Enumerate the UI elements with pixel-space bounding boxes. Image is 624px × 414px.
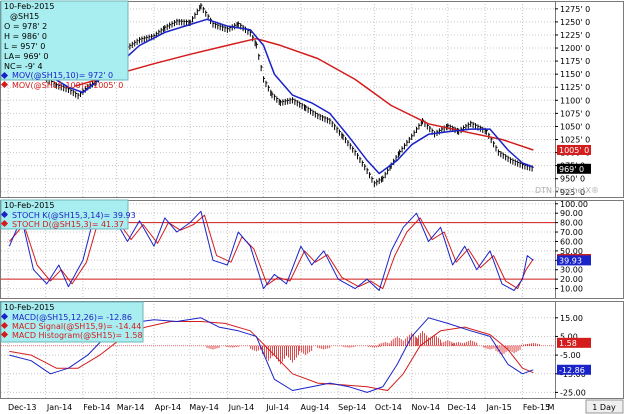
- price-y-tick-label: 1100' 0: [560, 96, 590, 105]
- stoch-d-legend-icon: [0, 219, 9, 228]
- stochastic-y-tick-label: 70.00: [560, 228, 583, 237]
- price-last-value-marker: [557, 163, 591, 174]
- macd-info-date: 10-Feb-2015: [4, 303, 54, 312]
- macd-line[interactable]: [9, 317, 534, 393]
- stoch-info-k: STOCH K(@SH15,3,14)= 39.93: [12, 211, 136, 220]
- macd-y-tick-label: -5.00: [560, 351, 581, 360]
- stochastic-y-tick-label: 20.00: [560, 275, 583, 284]
- price-y-tick-label: 1175' 0: [560, 57, 590, 66]
- macd-last-value-label: 1.58: [559, 339, 577, 348]
- stoch-info-box: 10-Feb-2015 STOCH K(@SH15,3,14)= 39.93 S…: [0, 199, 136, 230]
- price-y-tick-label: 1225' 0: [560, 31, 590, 40]
- stochastic-y-tick-label: 60.00: [560, 237, 583, 246]
- price-info-symbol: @SH15: [10, 12, 39, 21]
- interval-button-background[interactable]: [585, 399, 624, 414]
- price-info-date: 10-Feb-2015: [4, 2, 54, 11]
- price-y-tick-label: 925' 0: [560, 188, 585, 197]
- time-axis-label: Feb-14: [83, 403, 110, 412]
- price-info-last: LA= 969' 0: [4, 52, 48, 61]
- time-axis-label: Apr-14: [155, 403, 181, 412]
- stochastic-y-tick-label: 10.00: [560, 285, 583, 294]
- price-info-high: H = 986' 0: [4, 32, 47, 41]
- time-axis-label: Feb-15: [523, 403, 550, 412]
- time-axis-label: Jun-14: [228, 403, 255, 412]
- price-y-tick-label: 1025' 0: [560, 136, 590, 145]
- stochastic-y-tick-label: 30.00: [560, 266, 583, 275]
- macd-last-value-marker: [557, 364, 591, 375]
- price-y-tick-label: 1150' 0: [560, 70, 590, 79]
- time-axis-label: M: [548, 403, 555, 412]
- price-y-tick-label: 1125' 0: [560, 83, 590, 92]
- stochastic-last-value-marker: [557, 255, 591, 266]
- macd-info-signal: MACD Signal(@SH15,9)= -14.44: [12, 322, 141, 331]
- time-axis-label: Mar-14: [117, 403, 145, 412]
- macd-info-background: [0, 301, 144, 343]
- stochastic-y-tick-label: 90.00: [560, 209, 583, 218]
- price-info-ma-short: MOV(@SH15,10)= 972' 0: [12, 71, 113, 80]
- macd-histogram-legend-icon: [0, 330, 9, 339]
- time-axis-label: Sep-14: [338, 403, 366, 412]
- time-axis-label: Dec-14: [448, 403, 477, 412]
- macd-y-tick-label: -25.00: [560, 388, 586, 397]
- watermark: DTN ProphetX®: [535, 186, 599, 195]
- price-y-tick-label: 1075' 0: [560, 109, 590, 118]
- price-y-tick-label: 1275' 0: [560, 5, 590, 14]
- macd-last-value-marker: [557, 337, 591, 348]
- stoch-k-legend-icon: [0, 210, 9, 219]
- price-info-ma-long-label: MOV(@SH15,100)= 1005' 0: [12, 81, 123, 90]
- macd-y-tick-label: 5.00: [560, 332, 578, 341]
- grid-lines: [1, 1, 555, 398]
- price-y-tick-label: 950' 0: [560, 175, 585, 184]
- macd-line-legend-icon: [0, 312, 9, 321]
- stoch-info-date: 10-Feb-2015: [4, 201, 54, 210]
- price-last-value-label: 1005' 0: [559, 146, 589, 155]
- price-info-open: O = 978' 2: [4, 22, 47, 31]
- price-y-tick-label: 1250' 0: [560, 18, 590, 27]
- macd-last-value-label: -12.86: [559, 366, 585, 375]
- macd-signal-legend-icon: [0, 321, 9, 330]
- time-axis-label: Oct-14: [375, 403, 402, 412]
- price-info-net-change: NC= -9' 4: [4, 62, 43, 71]
- price-y-tick-label: 1050' 0: [560, 122, 590, 131]
- time-axis-label: Dec-13: [8, 403, 37, 412]
- macd-signal-line[interactable]: [9, 321, 534, 391]
- price-info-box: 10-Feb-2015 @SH15 O = 978' 2 H = 986' 0 …: [0, 0, 129, 81]
- price-info-background: [0, 0, 129, 81]
- stoch-info-d: STOCH D(@SH15,3)= 41.37: [12, 220, 124, 229]
- time-axis-label: Jan-15: [485, 403, 511, 412]
- macd-info-line: MACD(@SH15,12,26)= -12.86: [12, 313, 132, 322]
- stochastic-y-tick-label: 50.00: [560, 247, 583, 256]
- interval-button[interactable]: 1 Day: [585, 399, 624, 414]
- stochastic-y-tick-label: 100.00: [560, 200, 588, 209]
- stochastic-last-value-label: 39.93: [559, 256, 582, 265]
- time-axis-label: May-14: [189, 403, 218, 412]
- time-axis-label: Nov-14: [411, 403, 439, 412]
- price-info-low: L = 957' 0: [4, 42, 45, 51]
- ma-short-line[interactable]: [8, 18, 534, 175]
- time-axis-label: Aug-14: [301, 403, 330, 412]
- price-info-ma-long: MOV(@SH15,100)= 1005' 0: [0, 80, 123, 90]
- macd-y-tick-label: 15.00: [560, 314, 583, 323]
- macd-panel[interactable]: [1, 317, 555, 393]
- interval-button-label[interactable]: 1 Day: [592, 403, 616, 412]
- time-axis-label: Jul-14: [265, 403, 289, 412]
- axes: Dec-13 Jan-14 Feb-14 Mar-14 Apr-14 May-14 Jun-…: [8, 5, 590, 412]
- macd-info-box: 10-Feb-2015 MACD(@SH15,12,26)= -12.86 MA…: [0, 301, 144, 343]
- price-y-tick-label: 1200' 0: [560, 44, 590, 53]
- price-last-value-marker: [557, 144, 591, 155]
- stochastic-y-tick-label: 80.00: [560, 219, 583, 228]
- time-axis-label: Jan-14: [46, 403, 72, 412]
- price-last-value-label: 969' 0: [559, 165, 584, 174]
- stoch-info-background: [0, 199, 129, 230]
- macd-info-histogram: MACD Histogram(@SH15)= 1.58: [12, 331, 143, 340]
